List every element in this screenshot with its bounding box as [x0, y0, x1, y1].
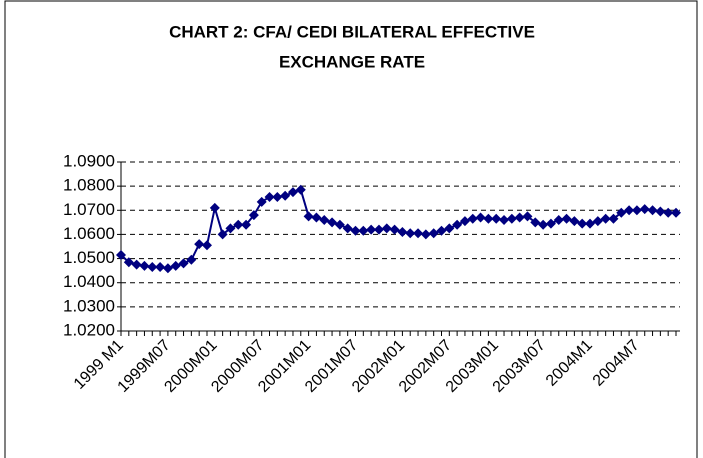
- data-point: [499, 214, 510, 225]
- data-point: [264, 192, 275, 203]
- data-point: [585, 218, 596, 229]
- data-point: [475, 212, 486, 223]
- y-tick-label: 1.0200: [63, 320, 115, 339]
- chart-title: CHART 2: CFA/ CEDI BILATERAL EFFECTIVE: [169, 22, 535, 41]
- data-point: [233, 219, 244, 230]
- y-tick-label: 1.0500: [63, 248, 115, 267]
- data-point: [428, 228, 439, 239]
- data-point: [350, 225, 361, 236]
- y-tick-label: 1.0300: [63, 296, 115, 315]
- data-point: [358, 225, 369, 236]
- data-point: [506, 213, 517, 224]
- y-tick-label: 1.0900: [63, 151, 115, 170]
- data-point: [616, 207, 627, 218]
- data-point: [491, 213, 502, 224]
- data-point: [624, 205, 635, 216]
- data-point: [123, 257, 134, 268]
- data-point: [241, 219, 252, 230]
- data-point: [600, 213, 611, 224]
- data-point: [671, 207, 681, 218]
- y-tick-label: 1.0700: [63, 200, 115, 219]
- data-point: [663, 207, 674, 218]
- data-point: [116, 249, 126, 260]
- data-point: [287, 187, 298, 198]
- y-tick-label: 1.0600: [63, 224, 115, 243]
- data-point: [467, 213, 478, 224]
- data-point: [577, 218, 588, 229]
- data-point: [405, 228, 416, 239]
- data-point: [186, 254, 197, 265]
- data-point: [444, 223, 455, 234]
- data-point: [131, 259, 142, 270]
- data-point: [545, 218, 556, 229]
- data-point: [319, 214, 330, 225]
- data-point: [413, 228, 424, 239]
- data-point: [217, 229, 228, 240]
- data-point: [295, 184, 306, 195]
- data-point: [342, 223, 353, 234]
- data-point: [631, 205, 642, 216]
- data-point: [303, 211, 314, 222]
- data-point: [373, 224, 384, 235]
- data-point: [170, 260, 181, 271]
- data-point: [139, 260, 150, 271]
- y-tick-label: 1.0400: [63, 272, 115, 291]
- data-point: [162, 263, 173, 274]
- data-point: [209, 202, 220, 213]
- chart-title: EXCHANGE RATE: [279, 52, 425, 71]
- data-point: [514, 212, 525, 223]
- data-point: [381, 223, 392, 234]
- data-point: [522, 211, 533, 222]
- data-point: [225, 223, 236, 234]
- data-point: [366, 224, 377, 235]
- data-point: [248, 210, 259, 221]
- data-point: [194, 239, 205, 250]
- data-point: [553, 214, 564, 225]
- data-point: [538, 219, 549, 230]
- data-point: [397, 227, 408, 238]
- y-tick-label: 1.0800: [63, 176, 115, 195]
- data-point: [561, 213, 572, 224]
- data-point: [272, 192, 283, 203]
- data-point: [256, 196, 267, 207]
- data-point: [608, 213, 619, 224]
- data-point: [452, 219, 463, 230]
- data-point: [420, 229, 431, 240]
- data-point: [569, 216, 580, 227]
- data-point: [311, 212, 322, 223]
- data-point: [389, 224, 400, 235]
- data-point: [592, 216, 603, 227]
- data-point: [647, 205, 658, 216]
- data-point: [280, 190, 291, 201]
- data-point: [639, 204, 650, 215]
- data-point: [327, 217, 338, 228]
- data-point: [436, 225, 447, 236]
- data-point: [201, 240, 212, 251]
- data-point: [655, 206, 666, 217]
- data-point: [459, 216, 470, 227]
- data-point: [530, 217, 541, 228]
- data-point: [178, 258, 189, 269]
- data-point: [155, 262, 166, 273]
- data-point: [483, 213, 494, 224]
- data-point: [147, 262, 158, 273]
- data-point: [334, 219, 345, 230]
